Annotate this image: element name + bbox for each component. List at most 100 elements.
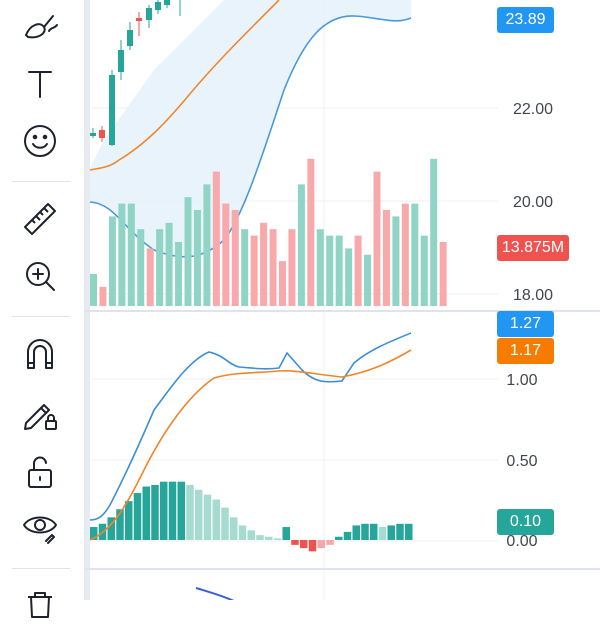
macd-histogram-bar [343, 531, 352, 540]
macd-histogram-bar [335, 536, 343, 540]
macd-histogram-bar [247, 530, 255, 540]
macd-histogram-bar [361, 523, 369, 540]
candle [90, 133, 96, 136]
zoom-in-icon[interactable] [17, 253, 63, 299]
volume-bar [392, 216, 400, 306]
macd-histogram-bar [265, 536, 273, 540]
volume-bar [354, 235, 362, 306]
lock-icon[interactable] [17, 449, 63, 495]
macd-value-badge: 1.27 [497, 311, 554, 337]
volume-bar [364, 254, 372, 306]
volume-bar [250, 235, 258, 306]
candles [90, 0, 181, 146]
macd-histogram-bar [186, 484, 194, 540]
volume-bar [326, 235, 334, 306]
volume-bar [307, 158, 315, 306]
lock-drawings-icon[interactable] [17, 390, 63, 436]
ruler-icon[interactable] [17, 196, 63, 242]
macd-axis-tick: 0.50 [506, 453, 537, 470]
volume-bar [401, 203, 409, 306]
macd-histogram-bar [107, 517, 115, 540]
volume-bar [316, 229, 324, 306]
macd-histogram-bar [125, 501, 133, 540]
macd-histogram-bar [300, 540, 308, 549]
macd-histogram-bar [396, 523, 404, 540]
volume-bar [345, 248, 353, 306]
macd-histogram-bar [273, 538, 282, 540]
volume-bar [411, 203, 419, 306]
candle [118, 50, 124, 72]
bollinger-lower-band [89, 15, 412, 258]
macd-histogram-bar [116, 509, 124, 540]
macd-histogram-bar [221, 507, 229, 540]
candle [127, 30, 133, 46]
macd-histogram-bar [326, 540, 334, 545]
chart-left-edge [84, 0, 90, 600]
text-icon[interactable] [17, 61, 63, 107]
volume-bar [146, 248, 154, 306]
volume-bar [231, 210, 239, 306]
emoji-icon[interactable] [17, 118, 63, 164]
volume-bar [165, 222, 173, 306]
volume-bar [99, 286, 107, 306]
candle [164, 0, 170, 5]
macd-histogram-bar [90, 527, 98, 540]
volume-bar [373, 171, 381, 306]
macd-histogram-bar [142, 486, 150, 540]
macd-histogram-bar [151, 484, 159, 540]
macd-histogram-bar [317, 540, 325, 549]
volume-bar [90, 274, 97, 306]
volume-bar [439, 242, 447, 306]
volume-bar [297, 184, 305, 306]
drawing-toolbar [0, 0, 84, 618]
volume-bar [260, 222, 268, 306]
volume-bar [222, 203, 230, 306]
chart-area[interactable]: 22.00 20.00 18.00 1.00 0.50 0.00 [84, 0, 600, 600]
volume-bar [420, 235, 428, 306]
magnet-icon[interactable] [17, 331, 63, 377]
volume-bar [175, 242, 183, 306]
bollinger-band-fill [90, 0, 411, 257]
volume-bars [90, 158, 447, 306]
macd-histogram-bar [177, 481, 185, 540]
macd-line [89, 332, 412, 521]
macd-histogram-bar [370, 523, 378, 540]
volume-bar [335, 235, 343, 306]
macd-histogram-bar [168, 481, 177, 540]
trash-icon[interactable] [17, 580, 63, 626]
toolbar-divider [12, 181, 70, 182]
eye-icon[interactable] [17, 502, 63, 548]
price-axis-tick: 22.00 [513, 101, 553, 118]
volume-bar [212, 171, 220, 306]
macd-histogram-bar [195, 489, 203, 540]
macd-histogram-bar [160, 481, 168, 540]
price-axis-tick: 20.00 [513, 194, 553, 211]
macd-axis-tick: 0.00 [506, 533, 537, 550]
macd-histogram-bar [256, 535, 264, 540]
candle [136, 18, 142, 21]
volume-bar [156, 229, 164, 306]
macd-histogram-bar [230, 517, 238, 540]
macd-histogram-bar [238, 525, 247, 540]
toolbar-divider [12, 568, 70, 569]
volume-bar [203, 184, 211, 306]
volume-bar [279, 261, 286, 306]
volume-bar [269, 229, 277, 306]
volume-bar [137, 229, 145, 306]
macd-histogram-bar [378, 527, 387, 540]
candle [155, 2, 161, 10]
macd-histogram-bar [405, 523, 413, 540]
volume-bar [108, 216, 116, 306]
volume-bar [127, 203, 135, 306]
brush-icon[interactable] [17, 4, 63, 50]
signal-line [89, 349, 412, 541]
toolbar-divider [12, 316, 70, 317]
candle [99, 130, 105, 138]
macd-histogram-bar [352, 525, 360, 540]
macd-histogram-bar [291, 540, 299, 545]
third-pane-line [195, 587, 235, 600]
candle [109, 75, 115, 145]
volume-bar [430, 158, 438, 306]
moving-average-line [89, 0, 280, 171]
macd-histogram-bar [282, 527, 290, 540]
